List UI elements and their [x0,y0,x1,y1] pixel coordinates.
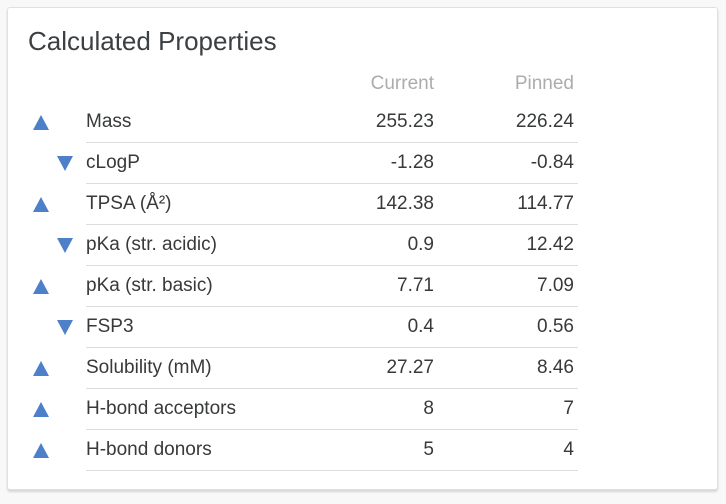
current-value: 7.71 [397,275,434,296]
table-row: FSP3 0.4 0.56 [8,307,717,348]
property-label: pKa (str. basic) [86,275,213,296]
current-value: 8 [423,398,434,419]
current-value: 5 [423,439,434,460]
row-content: TPSA (Å²) 142.38 114.77 [86,184,578,225]
trend-cell [33,102,81,143]
trend-up-icon [33,115,49,130]
table-row: cLogP -1.28 -0.84 [8,143,717,184]
row-content: FSP3 0.4 0.56 [86,307,578,348]
pinned-value: 7 [563,398,574,419]
trend-cell [33,348,81,389]
current-value: 0.9 [407,234,434,255]
table-row: pKa (str. acidic) 0.9 12.42 [8,225,717,266]
trend-down-icon [57,238,73,253]
trend-up-icon [33,402,49,417]
trend-cell [33,143,81,184]
row-content: Mass 255.23 226.24 [86,102,578,143]
pinned-value: 4 [563,439,574,460]
trend-up-icon [33,279,49,294]
trend-cell [33,430,81,471]
table-header-row: Current Pinned [8,56,717,102]
pinned-value: 226.24 [515,111,574,132]
current-value: -1.28 [390,152,434,173]
pinned-value: -0.84 [530,152,574,173]
row-content: Solubility (mM) 27.27 8.46 [86,348,578,389]
table-header-content: Current Pinned [86,73,578,95]
property-label: cLogP [86,152,140,173]
column-header-pinned: Pinned [514,73,574,94]
trend-up-icon [33,361,49,376]
current-value: 255.23 [375,111,434,132]
trend-cell [33,266,81,307]
trend-cell [33,225,81,266]
property-label: Mass [86,111,132,132]
table-row: H-bond donors 5 4 [8,430,717,471]
table-row: TPSA (Å²) 142.38 114.77 [8,184,717,225]
column-header-current: Current [370,73,434,94]
trend-up-icon [33,197,49,212]
property-label: H-bond donors [86,439,212,460]
properties-table-body: Mass 255.23 226.24 cLogP -1.28 -0.84 TPS… [8,102,717,471]
property-label: TPSA (Å²) [86,193,172,214]
pinned-value: 7.09 [537,275,574,296]
property-label: pKa (str. acidic) [86,234,217,255]
pinned-value: 12.42 [526,234,574,255]
row-content: pKa (str. acidic) 0.9 12.42 [86,225,578,266]
trend-down-icon [57,320,73,335]
row-content: pKa (str. basic) 7.71 7.09 [86,266,578,307]
panel-title: Calculated Properties [28,26,277,56]
column-spacer [86,73,314,95]
property-label: FSP3 [86,316,134,337]
property-label: Solubility (mM) [86,357,212,378]
trend-down-icon [57,156,73,171]
row-content: cLogP -1.28 -0.84 [86,143,578,184]
current-value: 142.38 [375,193,434,214]
current-value: 0.4 [407,316,434,337]
table-row: Solubility (mM) 27.27 8.46 [8,348,717,389]
trend-up-icon [33,443,49,458]
table-row: H-bond acceptors 8 7 [8,389,717,430]
row-content: H-bond donors 5 4 [86,430,578,471]
pinned-value: 8.46 [537,357,574,378]
row-content: H-bond acceptors 8 7 [86,389,578,430]
pinned-value: 0.56 [537,316,574,337]
table-row: pKa (str. basic) 7.71 7.09 [8,266,717,307]
property-label: H-bond acceptors [86,398,236,419]
trend-cell [33,389,81,430]
trend-cell [33,307,81,348]
pinned-value: 114.77 [517,193,574,214]
trend-cell [33,184,81,225]
calculated-properties-panel: Calculated Properties Current Pinned Mas… [7,7,718,490]
current-value: 27.27 [386,357,434,378]
table-row: Mass 255.23 226.24 [8,102,717,143]
